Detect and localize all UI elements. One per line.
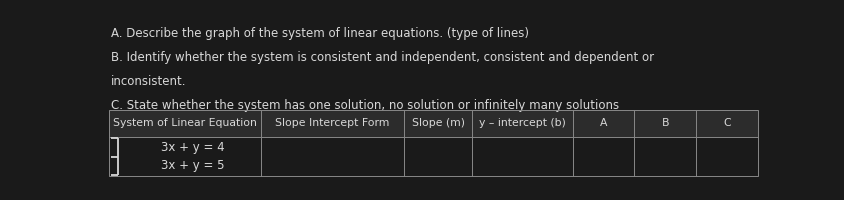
Text: C. State whether the system has one solution, no solution or infinitely many sol: C. State whether the system has one solu… [111,99,619,112]
Text: System of Linear Equation: System of Linear Equation [113,118,257,128]
Text: A: A [600,118,608,128]
Bar [109,137,758,176]
Text: 3x + y = 4: 3x + y = 4 [161,141,225,154]
Text: 3x + y = 5: 3x + y = 5 [161,159,225,172]
Text: Slope (m): Slope (m) [412,118,464,128]
Text: y – intercept (b): y – intercept (b) [479,118,565,128]
Text: B: B [662,118,669,128]
Bar [109,110,758,137]
Text: inconsistent.: inconsistent. [111,75,187,88]
Text: C: C [723,118,731,128]
Text: A. Describe the graph of the system of linear equations. (type of lines): A. Describe the graph of the system of l… [111,27,528,40]
Bar [109,110,758,176]
Text: B. Identify whether the system is consistent and independent, consistent and dep: B. Identify whether the system is consis… [111,51,654,64]
Text: Slope Intercept Form: Slope Intercept Form [275,118,390,128]
